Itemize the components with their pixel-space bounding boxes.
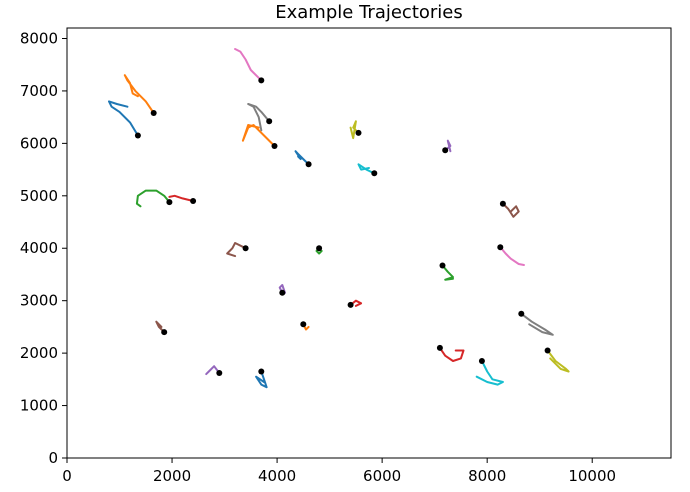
trajectory-line-24 xyxy=(546,349,570,373)
x-tick-label: 2000 xyxy=(153,467,191,485)
y-axis: 0 1000 2000 3000 4000 5000 6000 7000 8000 xyxy=(20,29,67,467)
trajectory-line-5 xyxy=(241,124,276,147)
trajectory-line-2 xyxy=(123,74,155,114)
trajectory-start-marker-23 xyxy=(478,358,485,364)
trajectory-line-22 xyxy=(438,346,465,362)
trajectory-line-13 xyxy=(226,242,247,258)
trajectory-line-9 xyxy=(444,139,452,153)
trajectory-start-marker-20 xyxy=(161,329,168,336)
x-tick-label: 6000 xyxy=(363,467,401,485)
trajectory-start-marker-25 xyxy=(258,368,265,375)
trajectory-start-marker-12 xyxy=(499,200,506,207)
x-tick-label: 10000 xyxy=(568,467,616,485)
y-tick-label: 8000 xyxy=(20,29,58,47)
y-tick-label: 4000 xyxy=(20,239,58,257)
trajectory-line-26 xyxy=(205,365,221,376)
y-tick-label: 0 xyxy=(48,449,58,467)
trajectory-line-19 xyxy=(520,312,554,336)
trajectory-line-8 xyxy=(357,163,376,175)
trajectory-line-20 xyxy=(155,320,166,334)
trajectory-start-marker-22 xyxy=(436,344,443,351)
plot-frame xyxy=(66,27,672,459)
trajectory-line-25 xyxy=(255,370,268,389)
trajectory-start-marker-4 xyxy=(266,118,273,125)
trajectory-line-23 xyxy=(475,360,504,386)
trajectory-line-12 xyxy=(501,202,520,218)
trajectory-line-7 xyxy=(294,150,310,166)
trajectory-start-marker-15 xyxy=(497,244,504,251)
y-tick-label: 6000 xyxy=(20,134,58,152)
trajectory-start-marker-24 xyxy=(544,347,551,354)
trajectory-start-marker-19 xyxy=(518,310,525,317)
trajectory-line-15 xyxy=(499,246,525,266)
chart-title: Example Trajectories xyxy=(275,2,463,23)
trajectory-start-marker-3 xyxy=(258,77,265,84)
trajectory-line-16 xyxy=(441,264,454,281)
trajectory-line-18 xyxy=(349,299,363,307)
trajectory-line-1 xyxy=(108,100,139,137)
x-axis: 0 2000 4000 6000 8000 10000 xyxy=(62,458,616,485)
trajectory-start-marker-18 xyxy=(347,301,354,308)
trajectory-line-6 xyxy=(349,120,360,140)
trajectory-start-marker-9 xyxy=(442,147,449,154)
trajectory-start-marker-7 xyxy=(305,161,312,168)
trajectory-start-marker-2 xyxy=(150,110,157,116)
x-tick-label: 4000 xyxy=(258,467,296,485)
x-tick-label: 8000 xyxy=(468,467,506,485)
trajectory-line-11 xyxy=(168,194,195,202)
y-tick-label: 5000 xyxy=(20,187,58,205)
trajectory-start-marker-14 xyxy=(316,245,323,252)
trajectory-start-marker-5 xyxy=(271,143,278,149)
trajectory-line-4 xyxy=(247,103,271,132)
x-tick-label: 0 xyxy=(62,467,72,485)
trajectory-line-10 xyxy=(135,189,171,208)
trajectory-line-3 xyxy=(234,48,263,82)
start-marker-layer xyxy=(134,77,551,376)
series-layer xyxy=(108,48,570,389)
y-tick-label: 7000 xyxy=(20,82,58,100)
trajectory-start-marker-13 xyxy=(242,245,249,252)
trajectory-start-marker-8 xyxy=(371,170,378,177)
trajectory-start-marker-11 xyxy=(190,198,197,204)
y-tick-label: 2000 xyxy=(20,344,58,362)
y-tick-label: 3000 xyxy=(20,292,58,310)
trajectory-start-marker-17 xyxy=(279,289,286,296)
trajectory-start-marker-21 xyxy=(300,321,307,328)
trajectory-start-marker-16 xyxy=(439,262,446,269)
y-tick-label: 1000 xyxy=(20,397,58,415)
trajectory-start-marker-26 xyxy=(216,370,223,376)
trajectory-start-marker-1 xyxy=(134,132,141,139)
trajectory-start-marker-6 xyxy=(355,129,362,136)
trajectory-start-marker-10 xyxy=(166,199,173,206)
